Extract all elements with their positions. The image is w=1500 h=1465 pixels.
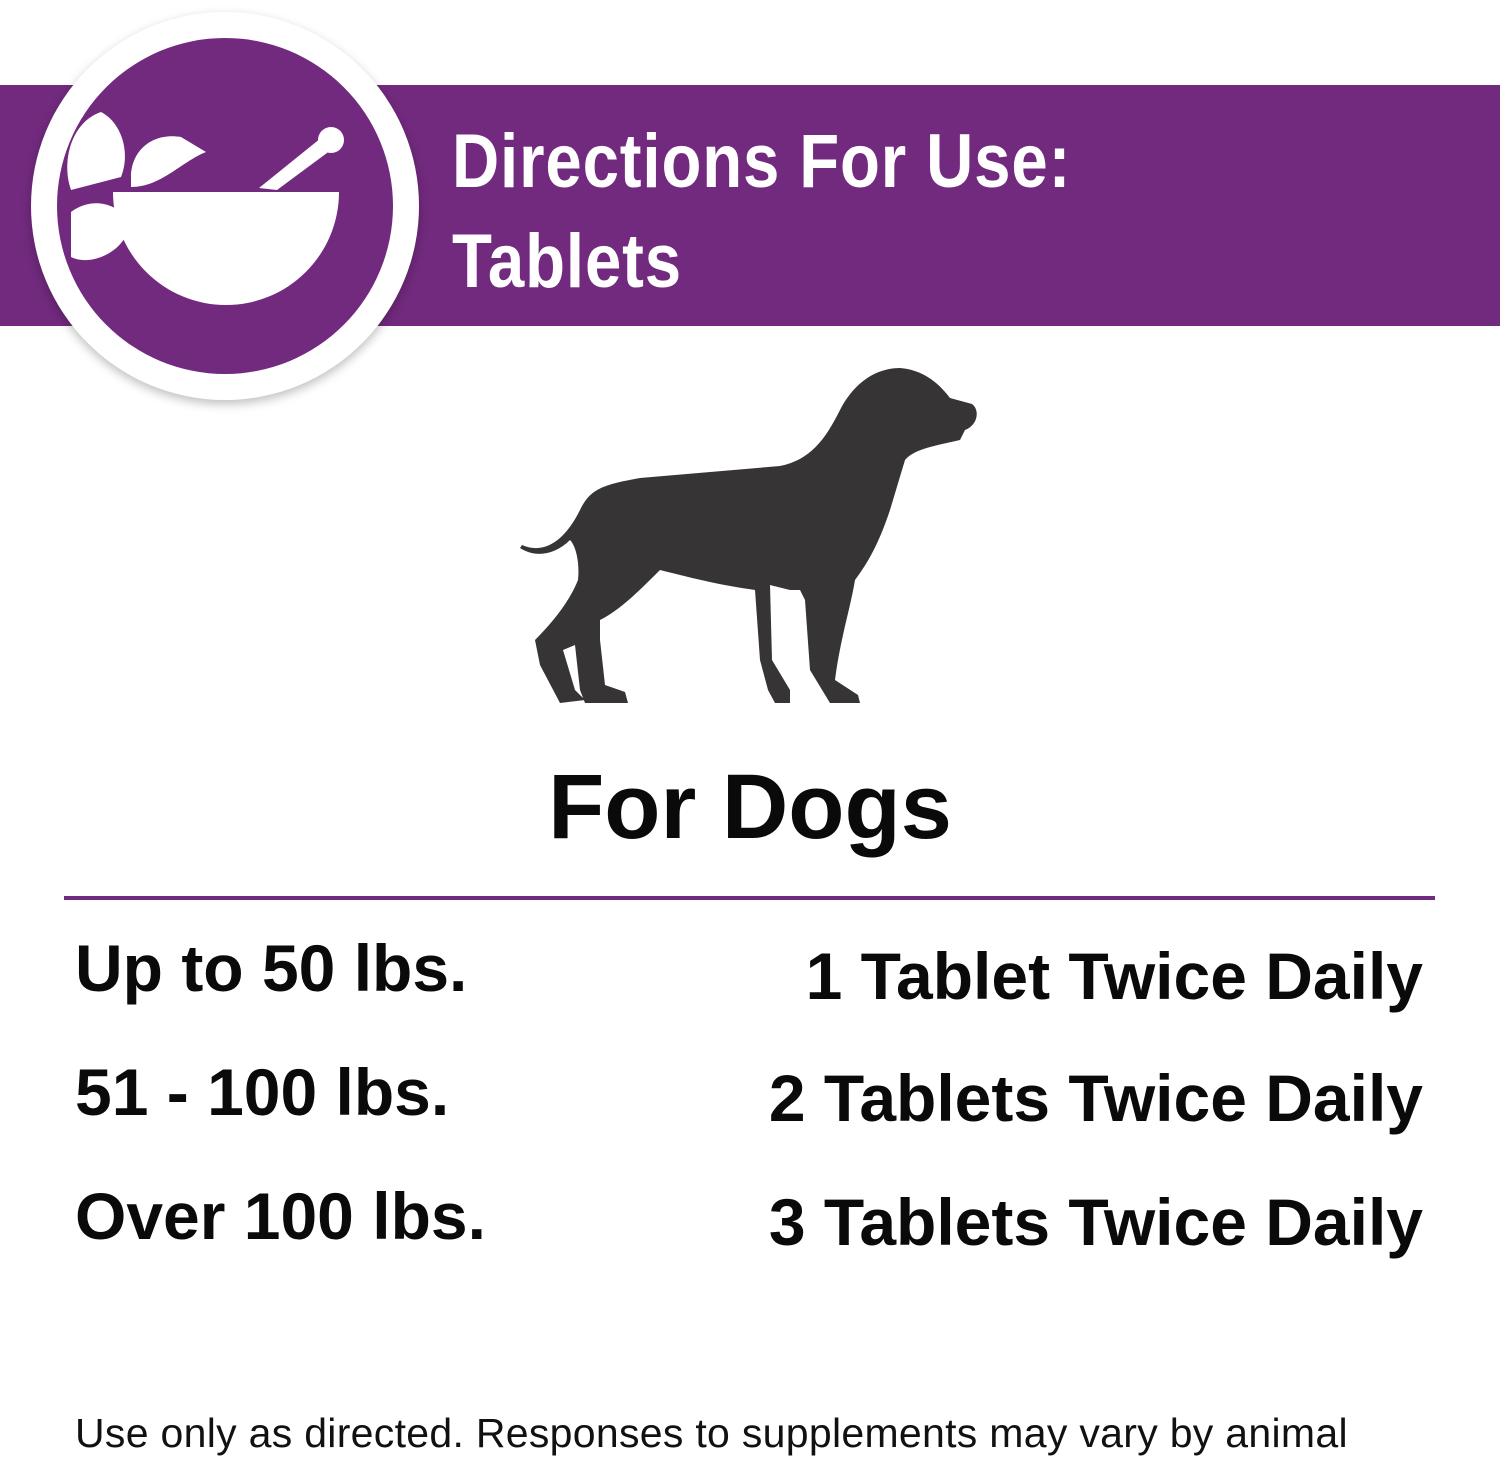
weight-range: Over 100 lbs. [75, 1179, 486, 1253]
disclaimer: Use only as directed. Responses to suppl… [75, 1410, 1348, 1456]
mortar-pestle-leaves-icon [57, 38, 393, 374]
dose: 1 Tablet Twice Daily [805, 939, 1423, 1013]
weight-range: 51 - 100 lbs. [75, 1055, 450, 1129]
dose: 2 Tablets Twice Daily [768, 1061, 1423, 1135]
page-title: Directions For Use: Tablets [452, 112, 1071, 312]
dosage-row: Over 100 lbs. 3 Tablets Twice Daily [75, 1176, 1423, 1259]
title-line-1: Directions For Use: [452, 119, 1072, 204]
dog-silhouette-icon [520, 368, 977, 703]
section-title: For Dogs [548, 756, 952, 858]
dosage-row: Up to 50 lbs. 1 Tablet Twice Daily [75, 928, 1423, 1013]
weight-range: Up to 50 lbs. [75, 931, 468, 1005]
dose: 3 Tablets Twice Daily [768, 1185, 1423, 1259]
divider [64, 896, 1435, 900]
badge [31, 12, 419, 400]
dosage-row: 51 - 100 lbs. 2 Tablets Twice Daily [75, 1052, 1423, 1135]
title-line-2: Tablets [452, 219, 682, 304]
